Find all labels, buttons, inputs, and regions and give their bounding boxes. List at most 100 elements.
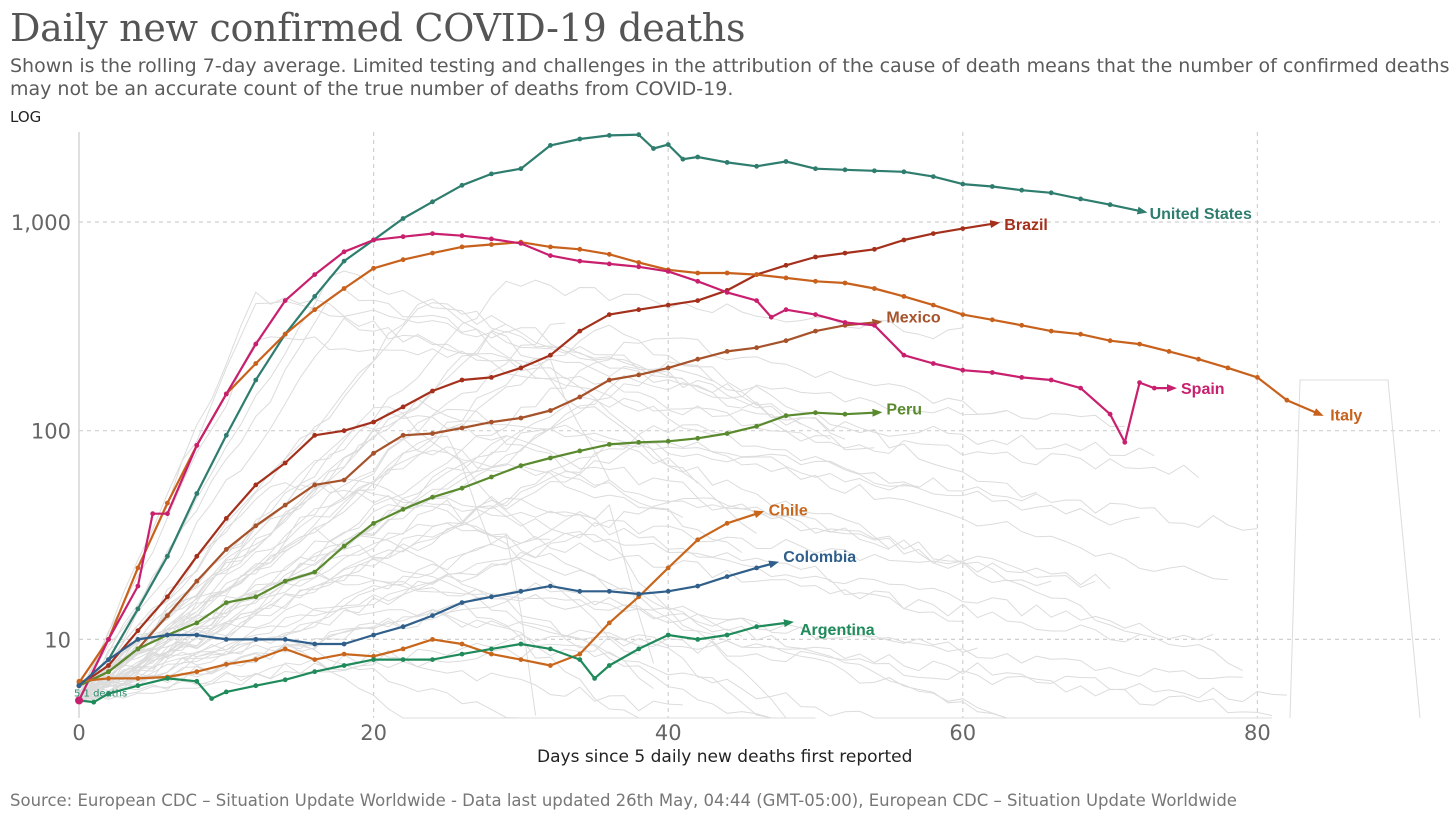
data-point-argentina[interactable]: [592, 676, 597, 681]
data-point-united-states[interactable]: [223, 432, 229, 438]
data-point-united-states[interactable]: [400, 216, 406, 221]
data-point-brazil[interactable]: [194, 553, 200, 559]
series-line-brazil[interactable]: [78, 220, 1001, 687]
data-point-colombia[interactable]: [430, 613, 435, 618]
data-point-united-states[interactable]: [459, 182, 465, 188]
data-point-italy[interactable]: [1284, 397, 1290, 403]
data-point-italy[interactable]: [1255, 375, 1260, 380]
data-point-peru[interactable]: [695, 435, 701, 441]
data-point-peru[interactable]: [459, 485, 465, 491]
data-point-argentina[interactable]: [91, 699, 97, 705]
series-label-argentina[interactable]: Argentina: [800, 622, 875, 639]
data-point-brazil[interactable]: [813, 254, 818, 260]
data-point-brazil[interactable]: [282, 460, 288, 466]
data-point-brazil[interactable]: [872, 246, 877, 252]
data-point-colombia[interactable]: [282, 637, 288, 642]
data-point-chile[interactable]: [548, 663, 553, 668]
data-point-spain[interactable]: [813, 312, 818, 317]
data-point-colombia[interactable]: [312, 641, 318, 647]
series-label-spain[interactable]: Spain: [1181, 381, 1225, 398]
data-point-peru[interactable]: [194, 620, 200, 626]
data-point-italy[interactable]: [430, 250, 435, 256]
data-point-united-states[interactable]: [813, 166, 818, 172]
data-point-argentina[interactable]: [518, 641, 524, 647]
data-point-argentina[interactable]: [606, 663, 612, 668]
data-point-spain[interactable]: [901, 352, 907, 358]
data-point-argentina[interactable]: [312, 669, 318, 675]
data-point-mexico[interactable]: [459, 425, 465, 431]
data-point-chile[interactable]: [223, 661, 229, 667]
series-line-argentina[interactable]: [78, 619, 794, 704]
data-point-italy[interactable]: [1137, 341, 1142, 347]
data-point-chile[interactable]: [341, 651, 347, 657]
data-point-chile[interactable]: [665, 565, 671, 571]
data-point-united-states[interactable]: [901, 169, 907, 175]
data-point-united-states[interactable]: [989, 184, 995, 189]
data-point-brazil[interactable]: [960, 226, 966, 232]
data-point-italy[interactable]: [1019, 322, 1025, 328]
data-point-brazil[interactable]: [636, 307, 642, 313]
data-point-colombia[interactable]: [135, 637, 141, 642]
data-point-colombia[interactable]: [489, 594, 494, 600]
data-point-mexico[interactable]: [783, 338, 789, 344]
data-point-united-states[interactable]: [960, 181, 966, 187]
data-point-mexico[interactable]: [754, 345, 759, 351]
data-point-argentina[interactable]: [695, 637, 701, 642]
series-line-chile[interactable]: [78, 510, 765, 683]
data-point-brazil[interactable]: [930, 231, 936, 237]
data-point-mexico[interactable]: [489, 419, 494, 425]
data-point-united-states[interactable]: [636, 132, 642, 138]
data-point-peru[interactable]: [548, 455, 553, 461]
data-point-colombia[interactable]: [371, 632, 376, 638]
data-point-italy[interactable]: [459, 244, 465, 250]
data-point-spain[interactable]: [165, 511, 170, 517]
data-point-spain[interactable]: [106, 637, 111, 642]
data-point-brazil[interactable]: [106, 663, 111, 668]
data-point-peru[interactable]: [341, 543, 347, 549]
data-point-brazil[interactable]: [135, 628, 141, 634]
data-point-argentina[interactable]: [106, 691, 111, 696]
data-point-colombia[interactable]: [459, 600, 465, 605]
data-point-united-states[interactable]: [312, 294, 318, 299]
data-point-chile[interactable]: [282, 646, 288, 652]
data-point-peru[interactable]: [518, 463, 524, 469]
data-point-spain[interactable]: [371, 237, 376, 243]
data-point-argentina[interactable]: [489, 646, 494, 652]
data-point-argentina[interactable]: [371, 657, 376, 662]
data-point-spain[interactable]: [989, 370, 995, 375]
data-point-chile[interactable]: [312, 657, 318, 662]
data-point-mexico[interactable]: [194, 578, 200, 584]
data-point-italy[interactable]: [1078, 331, 1083, 337]
data-point-brazil[interactable]: [548, 352, 553, 358]
data-point-spain[interactable]: [577, 258, 583, 264]
data-point-italy[interactable]: [253, 361, 259, 366]
data-point-mexico[interactable]: [636, 372, 642, 378]
data-point-peru[interactable]: [665, 438, 671, 444]
data-point-united-states[interactable]: [680, 156, 686, 162]
data-point-united-states[interactable]: [695, 154, 701, 160]
data-point-peru[interactable]: [400, 506, 406, 512]
data-point-italy[interactable]: [400, 257, 406, 263]
data-point-peru[interactable]: [754, 423, 759, 429]
data-point-united-states[interactable]: [930, 174, 936, 180]
series-label-united-states[interactable]: United States: [1150, 206, 1252, 223]
data-point-chile[interactable]: [106, 676, 111, 681]
data-point-spain[interactable]: [930, 361, 936, 366]
data-point-united-states[interactable]: [1107, 202, 1113, 208]
data-point-italy[interactable]: [842, 280, 848, 286]
data-point-argentina[interactable]: [459, 651, 465, 657]
data-point-mexico[interactable]: [400, 432, 406, 438]
data-point-italy[interactable]: [489, 242, 494, 247]
data-point-spain[interactable]: [754, 298, 759, 303]
data-point-mexico[interactable]: [371, 450, 376, 456]
series-label-brazil[interactable]: Brazil: [1004, 217, 1048, 234]
data-point-chile[interactable]: [724, 520, 730, 526]
data-point-united-states[interactable]: [1019, 187, 1025, 193]
data-point-spain[interactable]: [1019, 375, 1025, 380]
data-point-chile[interactable]: [695, 537, 701, 543]
data-point-mexico[interactable]: [312, 482, 318, 488]
data-point-italy[interactable]: [606, 251, 612, 257]
data-point-italy[interactable]: [1166, 349, 1172, 354]
data-point-united-states[interactable]: [341, 258, 347, 264]
data-point-argentina[interactable]: [253, 683, 259, 689]
